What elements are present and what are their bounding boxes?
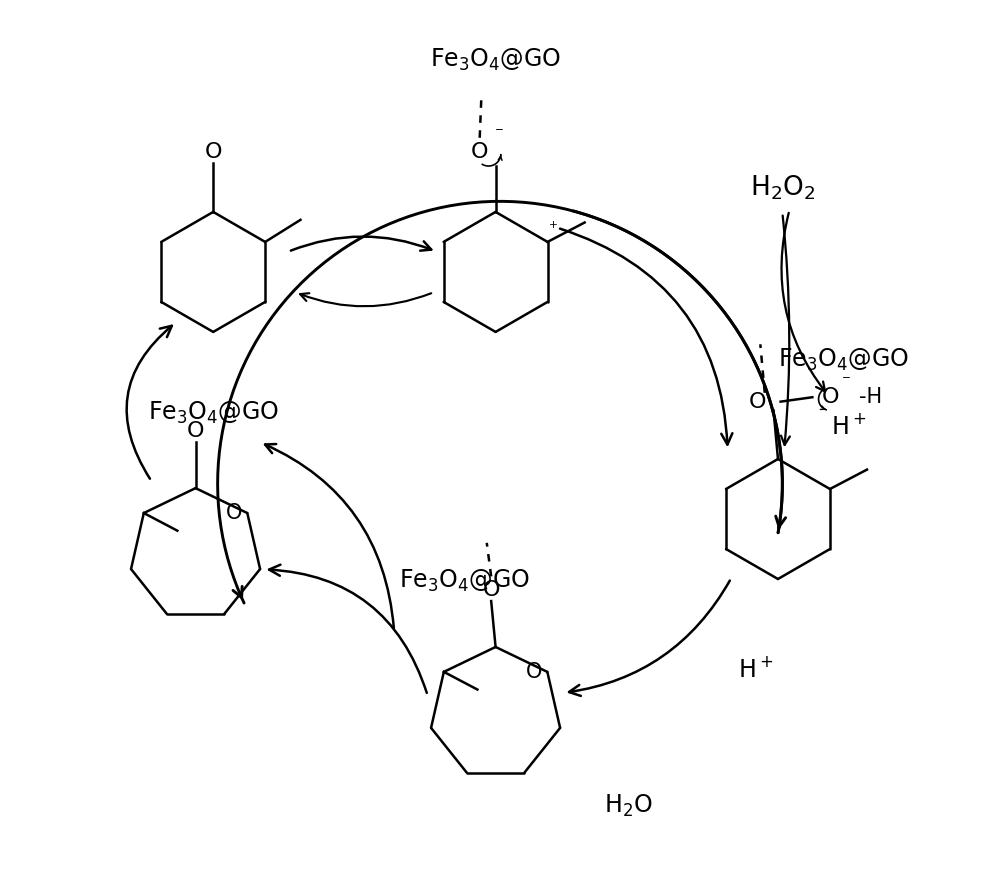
Text: Fe$_3$O$_4$@GO: Fe$_3$O$_4$@GO (430, 47, 561, 73)
Text: Fe$_3$O$_4$@GO: Fe$_3$O$_4$@GO (778, 347, 909, 373)
Text: O: O (821, 387, 839, 408)
Text: Fe$_3$O$_4$@GO: Fe$_3$O$_4$@GO (399, 567, 530, 594)
Text: H$_2$O$_2$: H$_2$O$_2$ (750, 174, 815, 202)
Text: Fe$_3$O$_4$@GO: Fe$_3$O$_4$@GO (148, 400, 279, 426)
Text: H$^+$: H$^+$ (738, 656, 774, 681)
Text: O: O (187, 421, 204, 440)
Text: O: O (204, 142, 222, 162)
Text: O: O (471, 142, 488, 162)
Text: H$_2$O: H$_2$O (604, 793, 652, 819)
Text: O: O (226, 503, 242, 523)
Text: $^{+}$: $^{+}$ (548, 220, 558, 235)
Text: O: O (482, 580, 500, 599)
Text: -H: -H (859, 387, 882, 408)
Text: $^{-}$: $^{-}$ (494, 127, 504, 142)
Text: $^{-}$: $^{-}$ (841, 375, 851, 390)
Text: O: O (526, 662, 542, 682)
Text: O: O (749, 392, 766, 412)
Text: H$^+$: H$^+$ (831, 414, 866, 439)
